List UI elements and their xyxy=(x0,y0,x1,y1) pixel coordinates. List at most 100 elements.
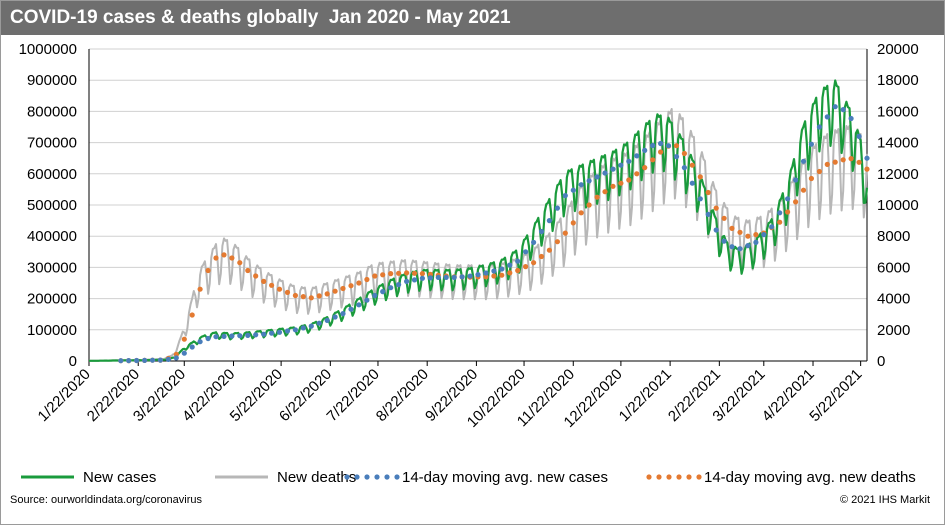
series-dot xyxy=(793,199,799,205)
chart-title: COVID-19 cases & deaths globally Jan 202… xyxy=(10,7,511,28)
series-dot xyxy=(404,270,410,276)
series-line xyxy=(89,108,868,362)
series-dot xyxy=(316,293,322,299)
series-dot xyxy=(658,149,664,155)
series-dot xyxy=(427,275,433,281)
series-dot xyxy=(808,175,815,182)
series-dot xyxy=(705,189,711,196)
series-dot xyxy=(697,174,703,180)
series-dot xyxy=(165,356,171,362)
series-dot xyxy=(237,260,243,266)
series-dot xyxy=(538,253,545,260)
series-dot xyxy=(419,271,425,277)
series-dot xyxy=(396,282,402,288)
series-dot xyxy=(848,156,854,162)
legend-item: New deaths xyxy=(215,469,356,486)
series-dot xyxy=(284,328,291,334)
series-dot xyxy=(483,270,489,276)
legend-swatch xyxy=(384,474,390,480)
series-dot xyxy=(840,107,846,113)
series-dot xyxy=(435,274,441,280)
left-tick-label: 900000 xyxy=(27,72,77,89)
series-dot xyxy=(618,162,624,168)
series-dot xyxy=(411,277,418,283)
series-dot xyxy=(824,161,830,167)
series-dot xyxy=(253,332,259,338)
series-dot xyxy=(681,165,688,171)
series-dot xyxy=(221,333,227,339)
legend: New cases New deaths 14-day moving avg. ne… xyxy=(21,469,916,486)
series-dot xyxy=(499,266,505,272)
left-tick-label: 400000 xyxy=(27,228,77,245)
series-dot xyxy=(594,194,600,200)
right-tick-label: 12000 xyxy=(877,166,919,183)
series-dot xyxy=(157,357,163,363)
series-dot xyxy=(284,289,291,295)
series-dot xyxy=(324,291,330,297)
legend-label: 14-day moving avg. new cases xyxy=(402,469,608,486)
series-dot xyxy=(316,320,322,326)
left-tick-label: 700000 xyxy=(27,135,77,152)
left-tick-label: 0 xyxy=(69,353,77,370)
series-dot xyxy=(332,314,338,320)
series-dot xyxy=(205,267,211,274)
series-dot xyxy=(808,141,815,147)
series-line xyxy=(89,79,869,362)
series-dot xyxy=(562,193,568,199)
legend-item: New cases xyxy=(21,469,156,486)
series-dot xyxy=(777,210,783,216)
series-dot xyxy=(570,220,576,226)
series-dot xyxy=(602,170,608,176)
series-dot xyxy=(467,273,473,279)
series-dot xyxy=(594,174,600,180)
left-tick-label: 800000 xyxy=(27,103,77,120)
legend-swatch xyxy=(646,474,652,480)
series-dot xyxy=(729,225,735,231)
x-tick-label: 1/22/2020 xyxy=(35,366,94,425)
series-dot xyxy=(189,344,195,350)
source-note: Source: ourworldindata.org/coronavirus xyxy=(10,494,202,506)
series-dot xyxy=(348,283,354,289)
series-dot xyxy=(721,238,727,244)
series-dot xyxy=(253,273,259,279)
series-dot xyxy=(372,273,378,279)
series-dot xyxy=(229,255,235,261)
series-dot xyxy=(340,285,346,292)
series-dot xyxy=(832,104,838,110)
right-tick-label: 18000 xyxy=(877,72,919,89)
series-dot xyxy=(372,292,378,299)
series-dot xyxy=(562,230,568,236)
legend-swatch xyxy=(676,474,682,480)
series-dot xyxy=(451,274,457,280)
series-dot xyxy=(475,272,481,278)
series-dot xyxy=(261,278,267,284)
series-dot xyxy=(753,239,759,245)
series-dot xyxy=(229,333,235,339)
series-dot xyxy=(396,270,402,276)
series-dot xyxy=(388,285,394,291)
series-dot xyxy=(570,187,576,193)
series-dot xyxy=(356,302,362,308)
x-tick-label: 7/22/2020 xyxy=(324,366,383,425)
series-dot xyxy=(856,133,862,139)
legend-swatch xyxy=(686,474,692,480)
series-dot xyxy=(134,357,140,364)
series-dot xyxy=(650,157,656,163)
series-dot xyxy=(729,244,735,250)
series-dot xyxy=(832,159,838,165)
series-dot xyxy=(602,189,608,195)
series-dot xyxy=(642,165,648,171)
series-dot xyxy=(443,274,449,280)
series-dot xyxy=(586,178,592,184)
legend-swatch xyxy=(656,474,662,480)
series-dot xyxy=(523,249,529,255)
series-dot xyxy=(499,272,505,278)
series-dot xyxy=(705,211,711,217)
right-tick-label: 4000 xyxy=(877,291,910,308)
series-dot xyxy=(713,227,719,233)
series-dot xyxy=(546,247,553,253)
series-dot xyxy=(173,355,179,361)
series-dot xyxy=(459,274,465,280)
series-dot xyxy=(864,155,870,161)
